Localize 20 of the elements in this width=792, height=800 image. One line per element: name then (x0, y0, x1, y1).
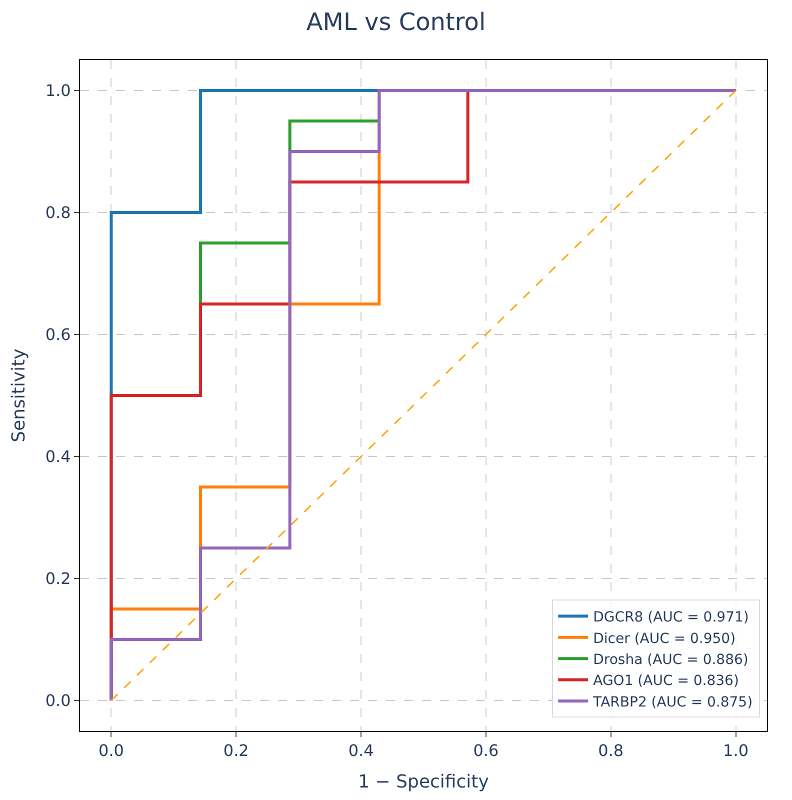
chart-title: AML vs Control (306, 8, 486, 36)
y-tick-label: 0.8 (45, 203, 71, 222)
x-tick-label: 0.6 (473, 741, 499, 760)
x-axis-title: 1 − Specificity (358, 771, 490, 792)
legend-label: Dicer (AUC = 0.950) (593, 630, 736, 647)
y-tick-label: 0.0 (45, 691, 71, 710)
x-tick-label: 0.4 (348, 741, 374, 760)
y-tick-label: 0.2 (45, 569, 71, 588)
y-axis-title: Sensitivity (8, 348, 30, 442)
y-tick-label: 0.6 (45, 325, 71, 344)
legend-label: DGCR8 (AUC = 0.971) (593, 610, 749, 626)
legend-label: AGO1 (AUC = 0.836) (593, 673, 739, 690)
x-tick-label: 0.2 (223, 741, 249, 760)
legend-label: Drosha (AUC = 0.886) (593, 652, 748, 668)
x-tick-label: 0.0 (98, 741, 124, 760)
y-tick-label: 1.0 (45, 81, 71, 100)
legend-label: TARBP2 (AUC = 0.875) (592, 694, 753, 710)
y-tick-label: 0.4 (45, 447, 71, 466)
x-tick-label: 0.8 (598, 741, 624, 760)
x-tick-label: 1.0 (723, 741, 748, 760)
